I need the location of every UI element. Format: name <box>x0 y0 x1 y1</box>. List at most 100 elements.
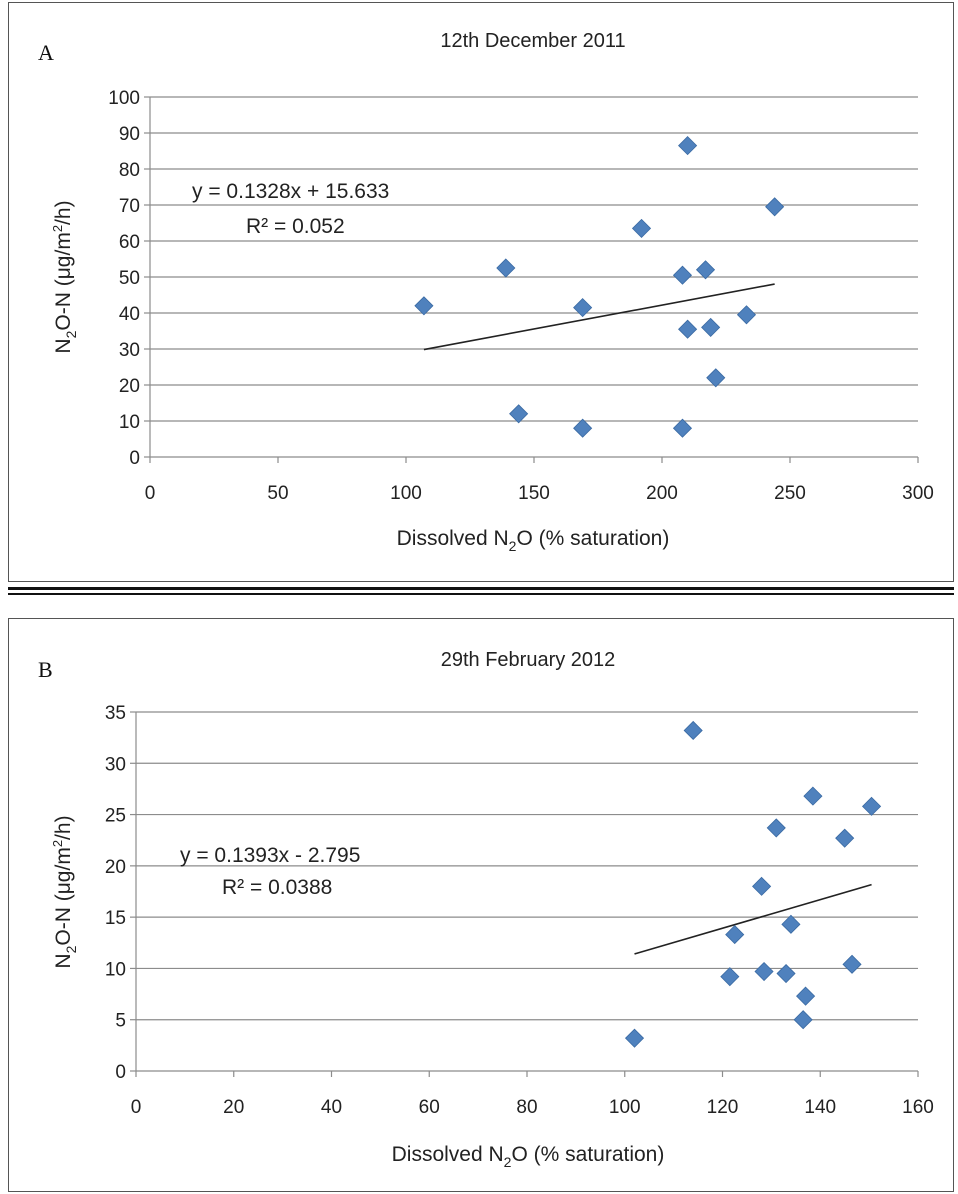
panel-b-frame <box>8 618 954 1192</box>
panel-a-y-axis-title: N2O-N (μg/m2/h) <box>50 200 79 353</box>
panel-a-data-point <box>701 317 721 337</box>
panel-a-y-tick-labels: 0 10 20 30 40 50 60 70 80 90 100 <box>108 88 140 469</box>
panel-a-trendline <box>423 283 775 351</box>
panel-b-data-point <box>720 967 740 987</box>
panel-b-y-tick-label: 0 <box>115 1062 126 1083</box>
panel-a-x-tick-label: 150 <box>518 483 550 504</box>
panel-b-data-point <box>796 986 816 1006</box>
panel-a-y-tick-label: 20 <box>119 376 140 397</box>
panel-b-trendline <box>634 883 872 955</box>
panel-a-gridlines <box>150 96 918 422</box>
panel-b-x-tick-labels: 0 20 40 60 80 100 120 140 160 <box>131 1097 934 1118</box>
panel-a-data-point <box>414 296 434 316</box>
panel-a-x-axis-title: Dissolved N2O (% saturation) <box>397 527 670 554</box>
panel-a-x-tick-label: 100 <box>390 483 422 504</box>
panel-b-data-point <box>766 818 786 838</box>
panel-b-data-point <box>683 720 703 741</box>
panel-b-xlabel-pre: Dissolved N <box>392 1143 504 1166</box>
panel-a-equation: y = 0.1328x + 15.633 <box>192 180 389 203</box>
panel-b-x-tick-label: 0 <box>131 1097 142 1118</box>
panel-a-title: 12th December 2011 <box>440 30 625 52</box>
panel-a-y-tick-label: 50 <box>119 268 140 289</box>
panel-a-data-point <box>678 319 698 339</box>
panel-b-data-point <box>776 963 796 984</box>
panel-a-data-point <box>765 197 785 217</box>
panel-a-x-tick-label: 200 <box>646 483 678 504</box>
panel-a-ylabel-sub: 2 <box>63 330 79 338</box>
panel-a-ylabel-post: /h) <box>52 200 75 225</box>
panel-a-xlabel-post: O (% saturation) <box>516 527 669 550</box>
panel-a-frame <box>8 2 954 582</box>
panel-a-x-tick-label: 250 <box>774 483 806 504</box>
panel-b-data-point <box>803 786 823 806</box>
panel-a-y-tick-label: 90 <box>119 124 140 145</box>
panel-b-data-point <box>754 961 774 982</box>
panel-b-x-tick-label: 140 <box>804 1097 836 1118</box>
panel-a-data-point <box>672 265 693 285</box>
panel-b-y-axis-title: N2O-N (μg/m2/h) <box>50 815 79 968</box>
panel-a-y-tick-label: 10 <box>119 412 140 433</box>
panel-a-y-tick-label: 40 <box>119 304 140 325</box>
panel-a-data-point <box>496 258 516 278</box>
panel-a-axes <box>144 96 919 463</box>
panel-b-y-tick-label: 20 <box>105 857 126 878</box>
panel-a-y-tick-label: 80 <box>119 160 140 181</box>
separator-rule-thick <box>8 587 954 590</box>
panel-a-data-point <box>736 305 757 325</box>
panel-b-data-points <box>624 720 882 1048</box>
panel-a-r2: R² = 0.052 <box>246 215 345 238</box>
panel-a-xlabel-sub: 2 <box>509 538 517 554</box>
panel-a-data-point <box>678 136 698 156</box>
panel-a-x-tick-label: 50 <box>267 483 288 504</box>
panel-b-equation: y = 0.1393x - 2.795 <box>180 844 360 867</box>
panel-b-ylabel-sup: 2 <box>50 840 65 847</box>
panel-a-xlabel-pre: Dissolved N <box>397 527 509 550</box>
panel-b-x-tick-label: 160 <box>902 1097 934 1118</box>
panel-b-y-tick-label: 30 <box>105 754 126 775</box>
panel-b-y-tick-label: 35 <box>105 703 126 724</box>
panel-a-y-tick-label: 0 <box>129 448 140 469</box>
panel-a-data-point <box>672 418 693 438</box>
panel-a-y-tick-label: 100 <box>108 88 140 109</box>
panel-b-x-axis-title: Dissolved N2O (% saturation) <box>392 1143 665 1170</box>
panel-b-data-point <box>862 796 882 816</box>
panel-b-title: 29th February 2012 <box>441 649 616 671</box>
panel-a-x-tick-label: 300 <box>902 483 934 504</box>
panel-a-ylabel-pre: N <box>52 338 75 353</box>
panel-b-x-tick-label: 60 <box>419 1097 440 1118</box>
panel-b-x-tick-label: 80 <box>516 1097 537 1118</box>
panel-b-y-tick-labels: 0 5 10 15 20 25 30 35 <box>105 703 126 1083</box>
panel-a-letter: A <box>38 40 54 65</box>
panel-a-data-point <box>631 218 652 238</box>
panel-b-letter: B <box>38 657 53 682</box>
panel-a-data-point <box>573 298 593 318</box>
panel-a-data-point <box>573 418 593 438</box>
panel-b-ylabel-post: /h) <box>52 815 75 840</box>
panel-b-xlabel-sub: 2 <box>504 1154 512 1170</box>
panel-b-data-point <box>835 828 855 848</box>
panel-b-y-tick-label: 25 <box>105 806 126 827</box>
panel-a-data-points <box>414 136 785 438</box>
panel-a-x-tick-label: 0 <box>145 483 156 504</box>
panel-b-y-tick-label: 15 <box>105 908 126 929</box>
panel-b-y-tick-label: 5 <box>115 1011 126 1032</box>
panel-b-y-tick-label: 10 <box>105 959 126 980</box>
panel-b-x-tick-label: 100 <box>609 1097 641 1118</box>
panel-b-data-point <box>752 876 772 896</box>
panel-b-data-point <box>781 914 801 934</box>
panel-b-ylabel-mid: O-N (μg/m <box>52 847 75 945</box>
panel-b-data-point <box>793 1010 813 1030</box>
panel-a-ylabel-mid: O-N (μg/m <box>52 232 75 330</box>
panel-a-x-tick-labels: 0 50 100 150 200 250 300 <box>145 483 934 504</box>
panel-b-x-tick-label: 40 <box>321 1097 342 1118</box>
panel-b-x-tick-label: 20 <box>223 1097 244 1118</box>
panel-a-data-point <box>706 368 726 388</box>
panel-a-y-tick-label: 70 <box>119 196 140 217</box>
separator-rule-thin <box>8 593 954 595</box>
panel-b-x-tick-label: 120 <box>707 1097 739 1118</box>
panel-b-axes <box>130 711 919 1077</box>
panel-a-data-point <box>509 404 529 424</box>
panel-a-data-point <box>695 260 716 280</box>
panel-b-xlabel-post: O (% saturation) <box>511 1143 664 1166</box>
